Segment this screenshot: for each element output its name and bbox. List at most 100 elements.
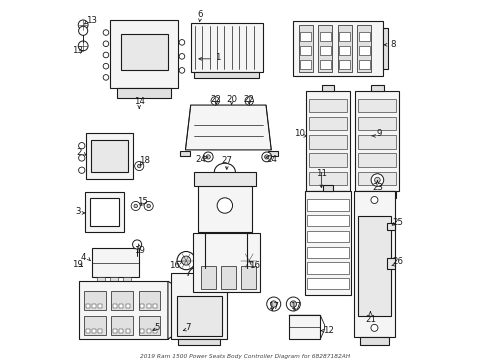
Text: 1: 1 (215, 53, 221, 62)
Circle shape (203, 152, 213, 162)
Circle shape (103, 30, 109, 35)
Bar (289, 315, 320, 339)
Bar (305, 191, 351, 294)
Circle shape (144, 201, 153, 211)
Bar (355, 91, 399, 191)
Bar (113, 329, 117, 333)
Bar (306, 91, 350, 191)
Bar (298, 25, 313, 72)
Bar (339, 46, 350, 55)
Bar (92, 304, 96, 308)
Circle shape (78, 155, 85, 161)
Bar (323, 185, 333, 191)
Text: 9: 9 (376, 129, 382, 138)
Bar (197, 174, 252, 231)
Bar (91, 140, 128, 172)
Text: 14: 14 (134, 98, 145, 107)
Circle shape (262, 152, 271, 162)
Circle shape (78, 143, 85, 149)
Bar (147, 329, 151, 333)
Bar (139, 291, 160, 310)
Text: 13: 13 (72, 46, 83, 55)
Circle shape (138, 164, 141, 168)
Bar (339, 32, 350, 41)
Polygon shape (168, 281, 177, 339)
Circle shape (182, 256, 191, 265)
Circle shape (103, 52, 109, 58)
Bar (294, 21, 383, 76)
Circle shape (103, 41, 109, 46)
Bar (123, 277, 131, 282)
Bar (387, 258, 394, 269)
Text: 16: 16 (249, 261, 260, 270)
Circle shape (265, 155, 269, 159)
Bar (85, 192, 124, 231)
Circle shape (245, 256, 254, 265)
Circle shape (371, 324, 378, 331)
Bar (147, 304, 151, 308)
Bar (358, 99, 396, 112)
Bar (92, 329, 96, 333)
Bar (359, 32, 370, 41)
Text: 11: 11 (316, 168, 327, 177)
Text: 13: 13 (86, 16, 97, 25)
Bar (339, 60, 350, 69)
Bar (177, 296, 222, 336)
Bar (387, 223, 394, 230)
Bar (221, 266, 236, 289)
Circle shape (131, 201, 140, 211)
Circle shape (286, 297, 300, 311)
Text: 19: 19 (134, 246, 145, 255)
Circle shape (371, 174, 384, 186)
Bar (121, 33, 168, 71)
Circle shape (135, 162, 144, 171)
Circle shape (147, 204, 150, 208)
Bar (358, 153, 396, 167)
Circle shape (217, 198, 233, 213)
Bar (86, 329, 90, 333)
Text: 26: 26 (392, 257, 403, 266)
Polygon shape (185, 105, 271, 150)
Bar (360, 337, 390, 345)
Text: 7: 7 (186, 323, 191, 332)
Circle shape (179, 68, 185, 73)
Text: 16: 16 (169, 261, 180, 270)
Bar (300, 46, 311, 55)
Circle shape (179, 54, 185, 59)
Bar (125, 329, 130, 333)
Bar (309, 99, 347, 112)
Text: 24: 24 (267, 154, 278, 163)
Text: 4: 4 (80, 253, 86, 262)
Text: 2: 2 (76, 148, 81, 157)
Bar (307, 262, 349, 274)
Text: 17: 17 (290, 302, 301, 311)
Bar (84, 316, 105, 335)
Circle shape (133, 240, 142, 249)
Bar (358, 117, 396, 130)
Text: 27: 27 (221, 156, 232, 165)
Bar (359, 46, 370, 55)
Bar (119, 329, 123, 333)
Bar (191, 23, 263, 72)
Bar (194, 172, 255, 186)
Bar (357, 25, 371, 72)
Circle shape (103, 75, 109, 80)
Bar (86, 304, 90, 308)
Bar (180, 151, 190, 156)
Bar (310, 191, 346, 198)
Text: 24: 24 (196, 154, 207, 163)
Bar (98, 304, 102, 308)
Circle shape (179, 40, 185, 45)
Text: 25: 25 (392, 217, 403, 226)
Bar (354, 191, 394, 337)
Bar (383, 28, 388, 69)
Bar (178, 339, 220, 345)
Bar (319, 60, 331, 69)
Text: 22: 22 (244, 95, 255, 104)
Circle shape (177, 252, 195, 270)
Text: 6: 6 (197, 10, 203, 19)
Bar (111, 316, 133, 335)
Bar (98, 329, 102, 333)
Bar (78, 281, 168, 339)
Text: 3: 3 (76, 207, 81, 216)
